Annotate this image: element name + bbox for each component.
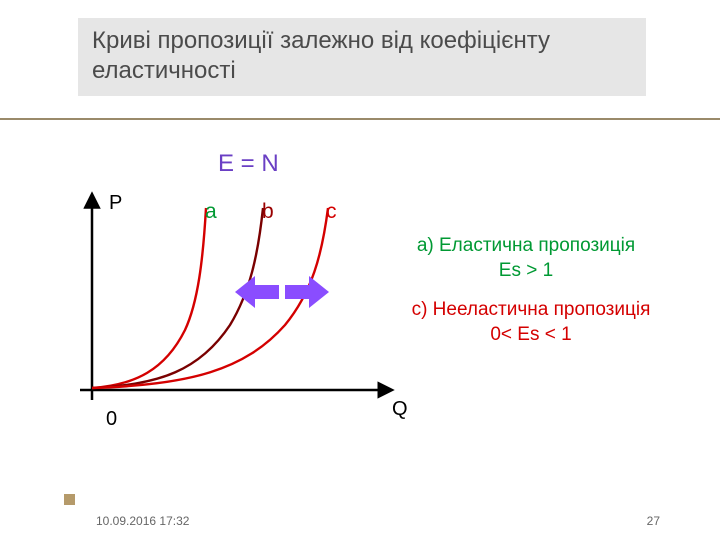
arrow-right [285, 276, 329, 308]
legend-c: c) Нееластична пропозиція0< Es < 1 [376, 298, 686, 347]
curve-label-b: b [262, 200, 274, 224]
curve-a [92, 208, 206, 388]
supply-chart [80, 200, 400, 420]
curve-label-a: a [205, 200, 217, 224]
legend-a-line1: a) Еластична пропозиція [376, 234, 676, 259]
legend-c-line2: 0< Es < 1 [376, 323, 686, 348]
legend-c-line1: c) Нееластична пропозиція [376, 298, 686, 323]
curve-label-c: c [326, 200, 337, 224]
legend-a: a) Еластична пропозиціяEs > 1 [376, 234, 676, 283]
accent-square [64, 494, 75, 505]
slide-title: Криві пропозиції залежно від коефіцієнту… [78, 18, 646, 96]
divider [0, 118, 720, 120]
slide: Криві пропозиції залежно від коефіцієнту… [0, 0, 720, 540]
footer-page: 27 [647, 514, 660, 528]
equation-label: E = N [218, 150, 279, 178]
footer-timestamp: 10.09.2016 17:32 [96, 514, 189, 528]
legend-a-line2: Es > 1 [376, 259, 676, 284]
